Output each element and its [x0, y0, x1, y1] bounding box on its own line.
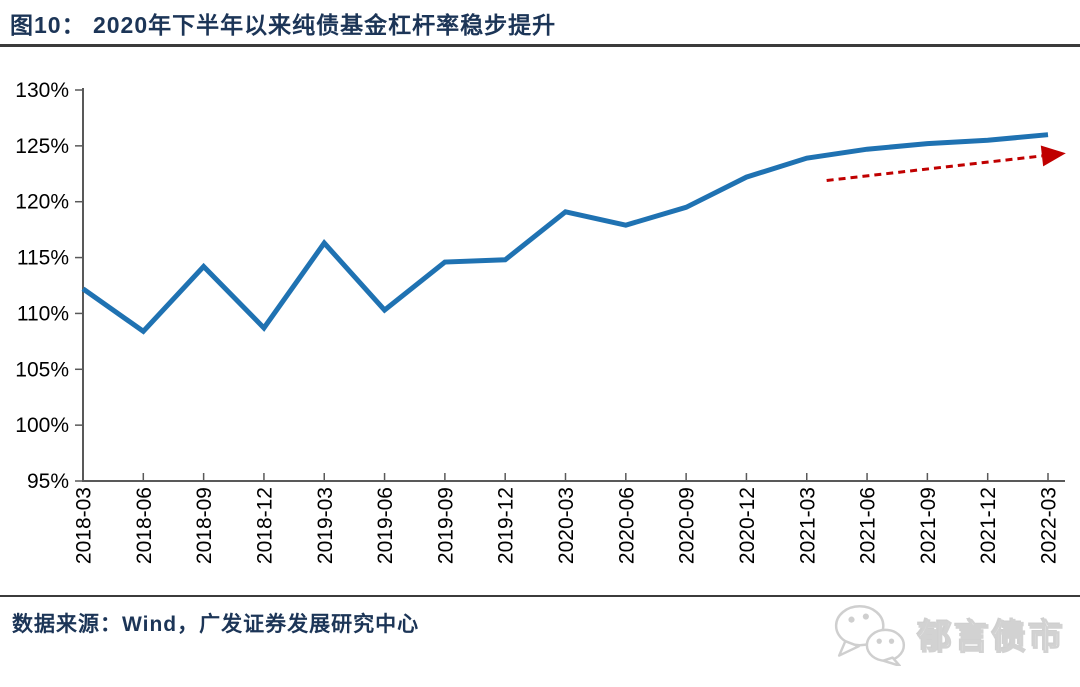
y-axis-label: 120% [15, 191, 69, 214]
y-axis-label: 125% [15, 135, 69, 158]
leverage-ratio-line [81, 132, 1049, 335]
title-divider [0, 44, 1080, 47]
x-axis-label: 2020-09 [676, 487, 699, 564]
y-axis-label: 95% [27, 470, 69, 493]
wechat-eye [848, 616, 855, 623]
y-axis-label: 130% [15, 79, 69, 102]
x-axis-label: 2019-09 [434, 487, 457, 564]
x-axis-label: 2019-03 [314, 487, 337, 564]
y-axis-label: 105% [15, 358, 69, 381]
figure-title: 图10： 2020年下半年以来纯债基金杠杆率稳步提升 [10, 12, 557, 38]
leverage-line-chart: 95% 100% 105% 110% 115% 120% 125% 130% 2018-03 20… [15, 79, 1066, 564]
x-axis-label: 2018-12 [253, 487, 276, 564]
x-axis-label: 2020-03 [555, 487, 578, 564]
wechat-eye [876, 638, 882, 644]
x-axis-label: 2018-06 [133, 487, 156, 564]
y-axis-label: 115% [17, 247, 69, 270]
watermark-label: 郁言债市 [917, 618, 1066, 657]
x-axis-label: 2018-09 [193, 487, 216, 564]
x-axis-label: 2021-12 [977, 487, 1000, 564]
x-axis-label: 2019-06 [374, 487, 397, 564]
x-axis-label: 2020-12 [736, 487, 759, 564]
data-source-text: 数据来源：Wind，广发证券发展研究中心 [12, 613, 420, 636]
trend-arrow-head [1040, 145, 1066, 167]
watermark: 郁言债市 [832, 602, 1066, 666]
x-axis-label: 2020-06 [615, 487, 638, 564]
x-axis-label: 2018-03 [73, 487, 96, 564]
trend-arrow-line [826, 154, 1043, 182]
x-axis-label: 2021-06 [857, 487, 880, 564]
x-axis-label: 2021-09 [917, 487, 940, 564]
wechat-eye [888, 638, 895, 644]
x-axis-label: 2022-03 [1038, 487, 1061, 564]
wechat-eye [862, 613, 869, 620]
y-axis-label: 110% [17, 302, 69, 325]
wechat-icon [834, 605, 906, 666]
y-axis-label: 100% [15, 414, 69, 437]
footer-divider [0, 595, 1080, 597]
x-axis-label: 2019-12 [495, 487, 518, 564]
x-axis-label: 2021-03 [796, 487, 819, 564]
